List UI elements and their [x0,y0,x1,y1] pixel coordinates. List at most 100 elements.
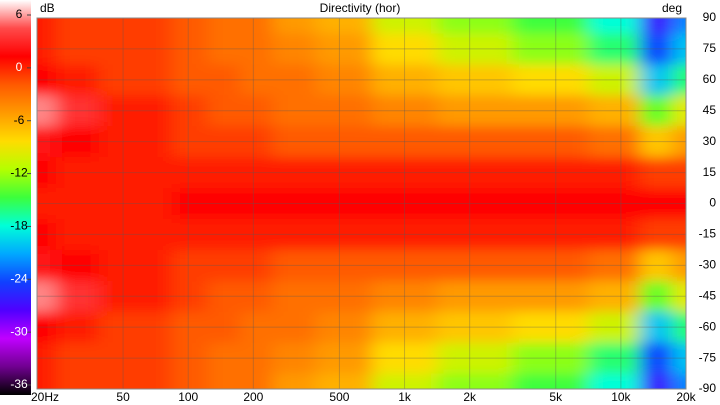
heat-cell [239,249,273,282]
heat-cell [37,126,57,158]
heat-cell [672,33,686,65]
heat-cell [672,218,686,251]
heat-cell [138,280,172,313]
heat-cell [315,218,373,251]
heat-cell [99,342,140,375]
y-tick-label: -75 [699,350,717,364]
colorbar-tick-label: -6 [14,113,25,127]
y-tick-label: 60 [703,72,717,86]
heat-cell [437,311,514,344]
heat-cell [99,188,140,220]
heat-cell [588,218,641,251]
heat-cell [437,218,514,251]
heat-cell [239,126,273,158]
x-tick-label: 5k [549,390,563,404]
heat-cell [56,249,100,282]
heat-cell [37,311,57,344]
heat-cell [639,218,673,251]
heat-cell [56,280,100,313]
heat-cell [138,342,172,375]
heat-cell [639,64,673,96]
colorbar-tick-label: 6 [16,7,23,21]
heat-cell [37,33,57,65]
heat-cell [371,280,438,313]
y-tick-label: -60 [699,319,717,333]
x-tick-label: 20Hz [31,390,59,404]
heat-cell [207,280,241,313]
heat-cell [672,373,686,389]
heat-cell [56,311,100,344]
heat-cell [138,33,172,65]
heat-cell [371,95,438,127]
heat-cell [239,33,273,65]
heat-cell [588,188,641,220]
y-tick-label: -15 [699,227,717,241]
heat-cell [37,218,57,251]
x-tick-label: 100 [178,390,198,404]
heat-cell [588,373,641,389]
colorbar-tick-label: -36 [10,377,28,391]
heat-cell [207,249,241,282]
heat-cell [239,311,273,344]
heat-cell [138,126,172,158]
heat-cell [672,157,686,189]
plot-frame [36,17,687,390]
x-tick-label: 2k [463,390,477,404]
heat-cell [272,188,316,220]
heat-cell [371,157,438,189]
heat-cell [138,157,172,189]
heat-cell [512,126,589,158]
heat-cell [639,373,673,389]
heat-cell [672,126,686,158]
heat-cell [37,342,57,375]
heat-cell [56,188,100,220]
colorbar-tick-label: 0 [16,60,23,74]
heat-cell [56,95,100,127]
heat-cell [99,280,140,313]
heat-cell [371,311,438,344]
heat-cell [56,342,100,375]
y-tick-label: 75 [703,41,717,55]
heat-cell [672,95,686,127]
heat-cell [171,95,208,127]
heat-cell [588,95,641,127]
heat-cell [512,373,589,389]
heat-cell [272,126,316,158]
heat-cell [672,188,686,220]
heat-cell [512,218,589,251]
heat-cell [639,188,673,220]
heat-cell [315,249,373,282]
heat-cell [207,64,241,96]
heat-cell [171,126,208,158]
heat-cell [588,33,641,65]
heat-cell [207,126,241,158]
heat-cell [512,249,589,282]
heat-cell [239,64,273,96]
y-axis-label: deg [662,1,682,15]
heat-cell [371,188,438,220]
y-tick-label: 15 [703,165,717,179]
heat-cell [56,33,100,65]
heat-cell [371,249,438,282]
x-tick-label: 10k [611,390,631,404]
heat-cell [437,188,514,220]
heat-cell [207,95,241,127]
heat-cell [207,218,241,251]
heat-cell [315,311,373,344]
heat-cell [588,311,641,344]
heat-cell [315,188,373,220]
heat-cell [99,126,140,158]
heat-cell [99,218,140,251]
heat-cell [272,342,316,375]
heat-cell [272,218,316,251]
heat-cell [56,218,100,251]
heat-cell [588,18,641,34]
heat-cell [639,95,673,127]
y-tick-label: 0 [709,196,716,210]
heat-cell [171,311,208,344]
heat-cell [437,126,514,158]
heat-cell [371,64,438,96]
heat-cell [272,280,316,313]
heat-cell [171,249,208,282]
